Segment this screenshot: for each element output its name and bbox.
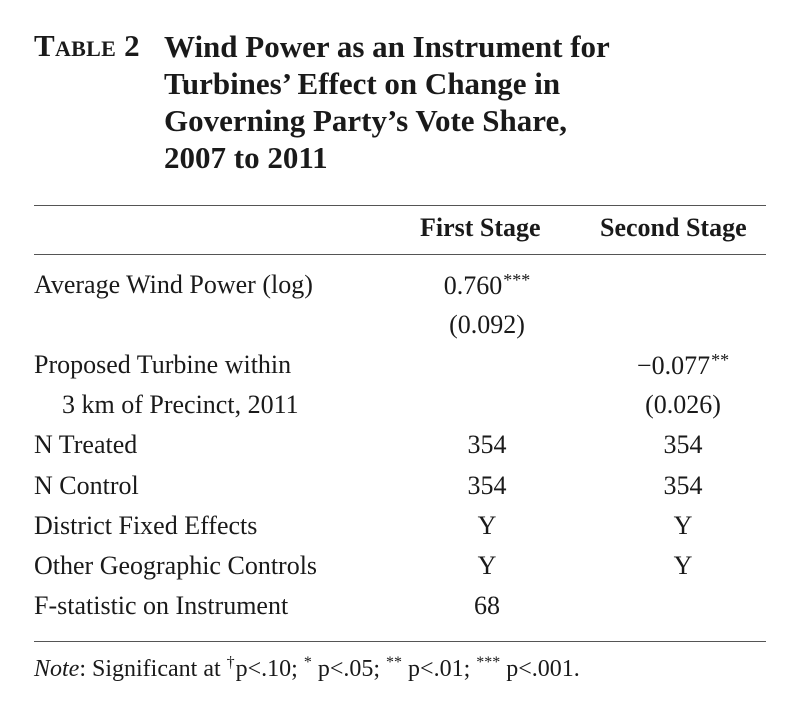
table-title: Wind Power as an Instrument for Turbines… (164, 28, 764, 176)
row-label-n-treated: N Treated (34, 430, 138, 459)
row-label-geo-controls: Other Geographic Controls (34, 551, 318, 580)
cell-turbine-second-se: (0.026) (645, 390, 721, 419)
row-label-turbine-line1: Proposed Turbine within (34, 350, 292, 379)
title-line: Wind Power as an Instrument for (164, 29, 610, 64)
note-text: p<.001. (500, 656, 580, 682)
cell-district-fe-second: Y (673, 511, 693, 540)
column-header-first-stage: First Stage (420, 213, 541, 242)
cell-n-control-second: 354 (663, 471, 703, 500)
table-note: Note: Significant at †p<.10; * p<.05; **… (34, 654, 580, 683)
row-label-wind-power: Average Wind Power (log) (34, 270, 313, 299)
cell-geo-controls-second: Y (673, 551, 693, 580)
star-symbol: *** (476, 654, 501, 671)
table-number: Table 2 (34, 28, 140, 63)
cell-n-control-first: 354 (467, 471, 507, 500)
coef-value: −0.077 (636, 351, 711, 380)
row-label-turbine-line2: 3 km of Precinct, 2011 (62, 390, 299, 419)
note-text: p<.05; (311, 656, 387, 682)
note-label: Note (34, 656, 80, 682)
title-line: Governing Party’s Vote Share, (164, 103, 567, 138)
star-symbol: * (303, 654, 312, 671)
cell-wind-first-se: (0.092) (449, 310, 525, 339)
coef-value: 0.760 (443, 271, 503, 300)
note-text: p<.10; (235, 656, 304, 682)
significance-stars: ** (711, 350, 730, 370)
row-label-n-control: N Control (34, 471, 139, 500)
header-rule (34, 254, 766, 255)
column-header-second-stage: Second Stage (600, 213, 747, 242)
bottom-rule (34, 641, 766, 642)
cell-district-fe-first: Y (477, 511, 497, 540)
note-lead: : Significant at (79, 656, 227, 682)
significance-stars: *** (503, 270, 531, 290)
cell-n-treated-second: 354 (663, 430, 703, 459)
cell-wind-first-coef: 0.760*** (444, 270, 531, 301)
cell-geo-controls-first: Y (477, 551, 497, 580)
dagger-symbol: † (226, 654, 235, 671)
cell-f-statistic-first: 68 (474, 591, 500, 620)
row-label-district-fe: District Fixed Effects (34, 511, 258, 540)
title-line: 2007 to 2011 (164, 140, 328, 175)
row-label-f-statistic: F-statistic on Instrument (34, 591, 289, 620)
star-symbol: ** (386, 654, 403, 671)
cell-n-treated-first: 354 (467, 430, 507, 459)
cell-turbine-second-coef: −0.077** (637, 350, 729, 381)
title-line: Turbines’ Effect on Change in (164, 66, 561, 101)
note-text: p<.01; (402, 656, 477, 682)
top-rule (34, 205, 766, 206)
